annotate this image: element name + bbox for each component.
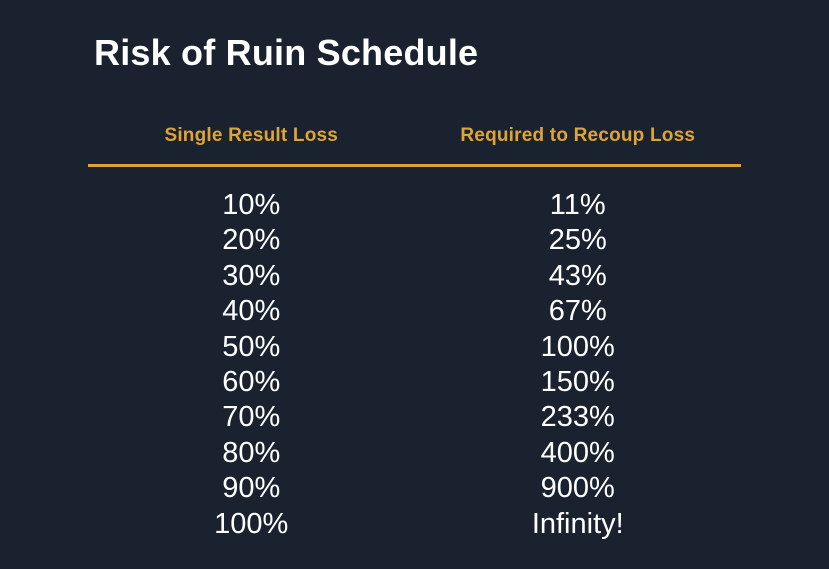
- recoup-cell: 43%: [548, 259, 607, 292]
- table-body: 10% 11% 20% 25% 30% 43% 40% 67% 50% 100%…: [88, 188, 741, 542]
- column-header-single-result-loss: Single Result Loss: [164, 125, 339, 146]
- recoup-cell: 233%: [540, 401, 615, 434]
- table-header-row: Single Result Loss Required to Recoup Lo…: [88, 124, 741, 148]
- table-row: 20% 25%: [88, 223, 741, 258]
- table-row: 60% 150%: [88, 365, 741, 400]
- loss-cell: 50%: [222, 330, 281, 363]
- recoup-cell: 100%: [540, 330, 615, 363]
- recoup-cell: 150%: [540, 365, 615, 398]
- loss-cell: 80%: [222, 436, 281, 469]
- header-divider-rule: [88, 164, 741, 167]
- table-row: 30% 43%: [88, 259, 741, 294]
- table-row: 40% 67%: [88, 294, 741, 329]
- table-row: 80% 400%: [88, 436, 741, 471]
- loss-cell: 60%: [222, 365, 281, 398]
- recoup-cell: 900%: [540, 472, 615, 505]
- recoup-cell: 400%: [540, 436, 615, 469]
- recoup-cell: 11%: [549, 189, 606, 221]
- loss-cell: 90%: [222, 472, 281, 505]
- table-row: 100% Infinity!: [88, 507, 741, 542]
- loss-cell: 100%: [214, 507, 289, 540]
- column-header-required-to-recoup-loss: Required to Recoup Loss: [460, 125, 696, 146]
- loss-cell: 40%: [222, 295, 281, 328]
- loss-cell: 10%: [222, 189, 281, 221]
- recoup-cell: Infinity!: [531, 507, 624, 540]
- recoup-cell: 25%: [548, 224, 607, 257]
- table-row: 70% 233%: [88, 400, 741, 435]
- table-row: 90% 900%: [88, 471, 741, 506]
- loss-cell: 20%: [222, 224, 281, 257]
- recoup-cell: 67%: [548, 295, 607, 328]
- loss-cell: 70%: [222, 401, 281, 434]
- page-title: Risk of Ruin Schedule: [94, 32, 479, 73]
- table-row: 10% 11%: [88, 188, 741, 223]
- loss-cell: 30%: [222, 259, 281, 292]
- risk-of-ruin-table: Single Result Loss Required to Recoup Lo…: [88, 124, 741, 542]
- table-row: 50% 100%: [88, 330, 741, 365]
